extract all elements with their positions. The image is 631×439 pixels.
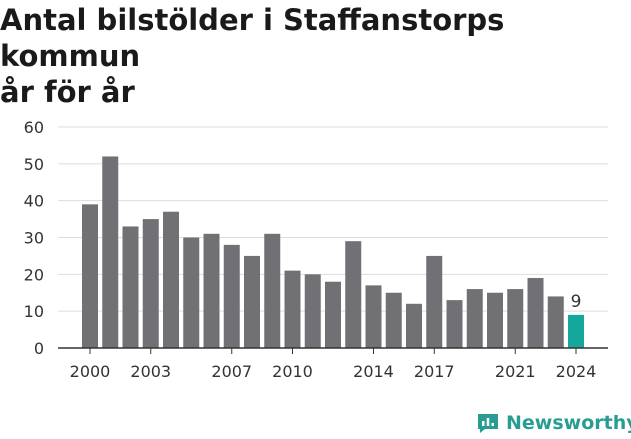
x-tick-label: 2024 (556, 362, 597, 381)
bar-2002 (122, 226, 139, 348)
x-axis-ticks: 2000 2003 2007 2010 2014 2017 2021 2024 (70, 348, 597, 381)
bar-2004 (163, 211, 179, 348)
y-tick-label: 20 (24, 265, 44, 284)
x-tick-label: 2003 (130, 362, 171, 381)
y-tick-label: 0 (34, 339, 44, 358)
bar-2015 (385, 292, 402, 348)
x-tick-label: 2014 (353, 362, 394, 381)
bar-2003 (142, 219, 159, 348)
bar-2010 (284, 270, 301, 348)
chart-title: Antal bilstölder i Staffanstorps kommun … (0, 3, 505, 109)
bar-2018 (446, 300, 463, 348)
bar-2012 (325, 281, 341, 348)
bar-2019 (466, 289, 483, 348)
bars (58, 156, 608, 349)
x-tick-label: 2010 (272, 362, 313, 381)
bar-2005 (183, 237, 200, 348)
logo-text: Newsworthy (506, 412, 631, 434)
bar-2022 (527, 278, 544, 348)
data-labels: 9 (571, 292, 582, 312)
bar-chart-speech-icon (478, 414, 498, 433)
x-tick-label: 2017 (414, 362, 455, 381)
bar-2007 (223, 244, 240, 348)
bar-2013 (345, 241, 362, 348)
x-tick-label: 2021 (495, 362, 536, 381)
bar-2014 (365, 285, 382, 348)
x-tick-label: 2007 (211, 362, 252, 381)
y-tick-label: 60 (24, 118, 44, 137)
bar-2021 (507, 289, 524, 348)
newsworthy-logo[interactable]: Newsworthy (476, 408, 631, 438)
bar-2011 (304, 274, 321, 348)
bar-2008 (244, 255, 260, 348)
data-label: 9 (571, 292, 582, 312)
bar-2009 (264, 233, 281, 348)
y-tick-label: 50 (24, 155, 44, 174)
bar-2017 (426, 255, 443, 348)
y-axis-ticks: 0 10 20 30 40 50 60 (24, 118, 44, 358)
bar-2024 (568, 314, 584, 348)
bar-2016 (406, 303, 422, 348)
y-tick-label: 10 (24, 302, 44, 321)
bar-2000 (82, 204, 98, 348)
y-tick-label: 40 (24, 192, 44, 211)
y-tick-label: 30 (24, 229, 44, 248)
bar-2020 (487, 292, 503, 348)
bar-2001 (102, 156, 119, 348)
x-tick-label: 2000 (70, 362, 111, 381)
bar-2023 (547, 296, 564, 348)
bar-2006 (203, 233, 220, 348)
